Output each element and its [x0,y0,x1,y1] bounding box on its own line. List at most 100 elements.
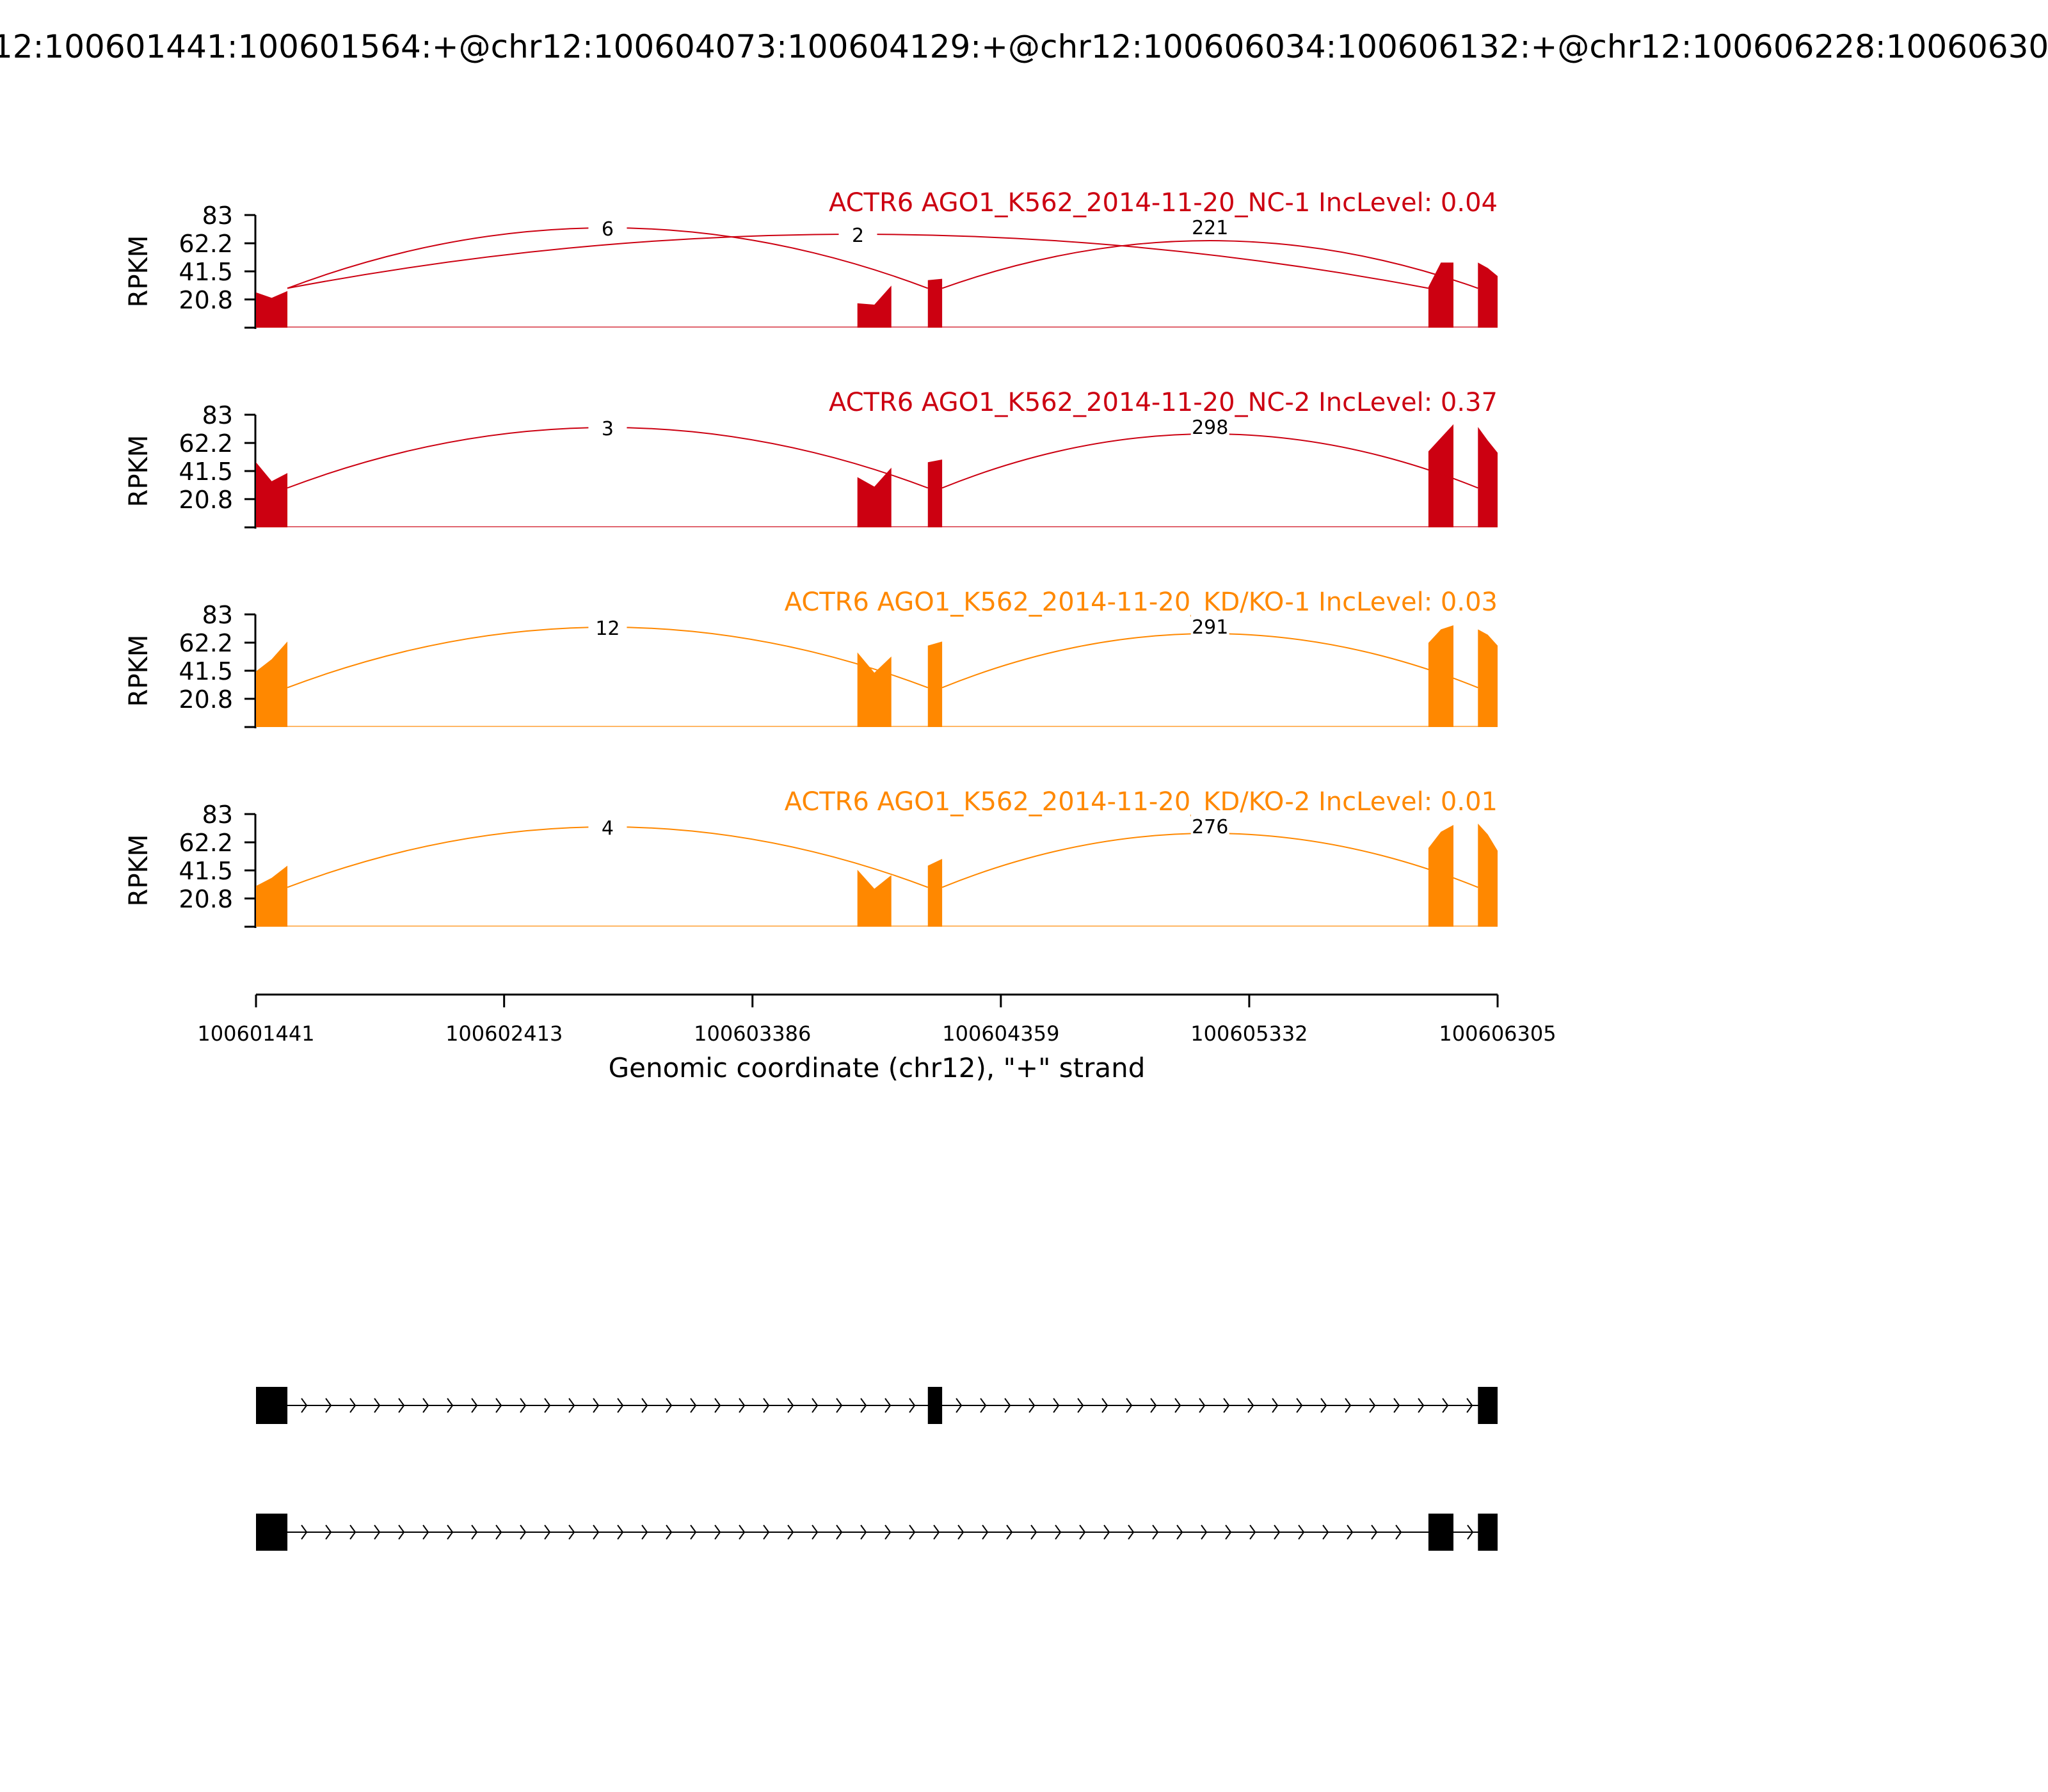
exon-coverage [927,641,943,727]
junction-label-bg [588,216,627,241]
strand-arrow [398,1398,405,1413]
junction-count: 4 [602,817,614,840]
junction-count: 2 [852,225,864,247]
junction-label-bg [588,616,627,640]
exon-coverage [857,869,892,927]
strand-arrow [1225,1524,1232,1540]
panel-title: ACTR6 AGO1_K562_2014-11-20_KD/KO-2 IncLe… [785,787,1498,817]
isoform-structure [256,1387,1498,1424]
strand-arrow [860,1398,867,1413]
y-axis-label: RPKM [124,835,154,907]
strand-arrow [301,1398,308,1413]
strand-arrow [349,1398,356,1413]
coverage-panel: ACTR6 AGO1_K562_2014-11-20_KD/KO-2 IncLe… [124,787,1498,928]
strand-arrow [957,1524,964,1540]
y-tick-label: 83 [202,202,233,230]
exon-block [256,1387,288,1424]
y-tick-label: 83 [202,801,233,829]
exon-coverage [1428,824,1453,927]
junction-arc [941,240,1478,289]
strand-arrow [1247,1398,1254,1413]
strand-arrow [447,1524,454,1540]
x-tick-label: 100604359 [942,1021,1059,1046]
y-tick-label: 62.2 [179,230,233,258]
strand-arrow [1077,1398,1084,1413]
junction-label-bg [1190,814,1229,838]
strand-arrow [763,1398,770,1413]
exon-coverage [927,278,943,328]
exon-coverage [857,652,892,727]
strand-arrow [593,1398,600,1413]
junction-arc [941,633,1478,689]
exon-coverage [1478,427,1498,527]
strand-arrow [860,1524,867,1540]
strand-arrow [812,1524,819,1540]
strand-arrow [1174,1398,1181,1413]
strand-arrow [1345,1398,1352,1413]
strand-arrow [422,1524,429,1540]
strand-arrow [714,1524,721,1540]
coverage-panels: ACTR6 AGO1_K562_2014-11-20_NC-1 IncLevel… [124,188,1498,928]
coverage-panel: ACTR6 AGO1_K562_2014-11-20_KD/KO-1 IncLe… [124,588,1498,728]
coverage-panel: ACTR6 AGO1_K562_2014-11-20_NC-2 IncLevel… [124,388,1498,529]
strand-arrow [909,1524,916,1540]
y-axis-label: RPKM [124,236,154,308]
exon-block [1478,1514,1498,1551]
strand-arrow [787,1524,794,1540]
strand-arrow [1028,1398,1036,1413]
strand-arrow [1150,1398,1157,1413]
strand-arrow [1320,1398,1327,1413]
y-tick-label: 20.8 [179,685,233,714]
exon-coverage [1478,823,1498,927]
strand-arrow [690,1524,697,1540]
strand-arrow [1393,1398,1400,1413]
x-axis: 100601441 100602413 100603386 100604359 1006… [197,993,1556,1046]
strand-arrow [933,1524,940,1540]
exon-coverage [1478,629,1498,727]
exon-coverage [1428,625,1453,727]
y-tick-label: 62.2 [179,429,233,458]
strand-arrow [349,1524,356,1540]
strand-arrow [1053,1398,1060,1413]
junction-count: 221 [1192,217,1228,239]
strand-arrow [1347,1524,1354,1540]
y-tick-label: 20.8 [179,486,233,514]
strand-arrow [617,1398,624,1413]
strand-arrow [666,1524,673,1540]
strand-arrow [1371,1524,1378,1540]
strand-arrow [980,1398,987,1413]
strand-arrow [1128,1524,1135,1540]
strand-arrow [1055,1524,1062,1540]
strand-arrow [422,1398,429,1413]
y-tick-label: 62.2 [179,829,233,857]
strand-arrow [884,1524,892,1540]
strand-arrow [544,1398,551,1413]
strand-arrow [325,1524,332,1540]
strand-arrow [1223,1398,1230,1413]
y-tick-label: 41.5 [179,258,233,286]
strand-arrow [1322,1524,1329,1540]
strand-arrow [787,1398,794,1413]
figure-title: chr12:100601441:100601564:+@chr12:100604… [0,28,2048,65]
strand-arrow [714,1398,721,1413]
strand-arrow [1030,1524,1037,1540]
strand-arrow [398,1524,405,1540]
y-tick-label: 62.2 [179,629,233,657]
strand-arrow [1152,1524,1159,1540]
strand-arrow [763,1524,770,1540]
junction-count: 6 [602,218,614,241]
strand-arrow [836,1398,843,1413]
strand-arrow [374,1524,381,1540]
junction-count: 291 [1192,616,1228,639]
y-tick-label: 83 [202,401,233,429]
strand-arrow [812,1398,819,1413]
y-tick-label: 41.5 [179,857,233,885]
strand-arrow [1466,1398,1473,1413]
strand-arrow [495,1398,502,1413]
strand-arrow [1126,1398,1133,1413]
strand-arrow [641,1398,648,1413]
exon-coverage [1478,262,1498,328]
x-tick-label: 100603386 [694,1021,811,1046]
exon-block [256,1514,288,1551]
panel-title: ACTR6 AGO1_K562_2014-11-20_NC-1 IncLevel… [829,188,1498,218]
